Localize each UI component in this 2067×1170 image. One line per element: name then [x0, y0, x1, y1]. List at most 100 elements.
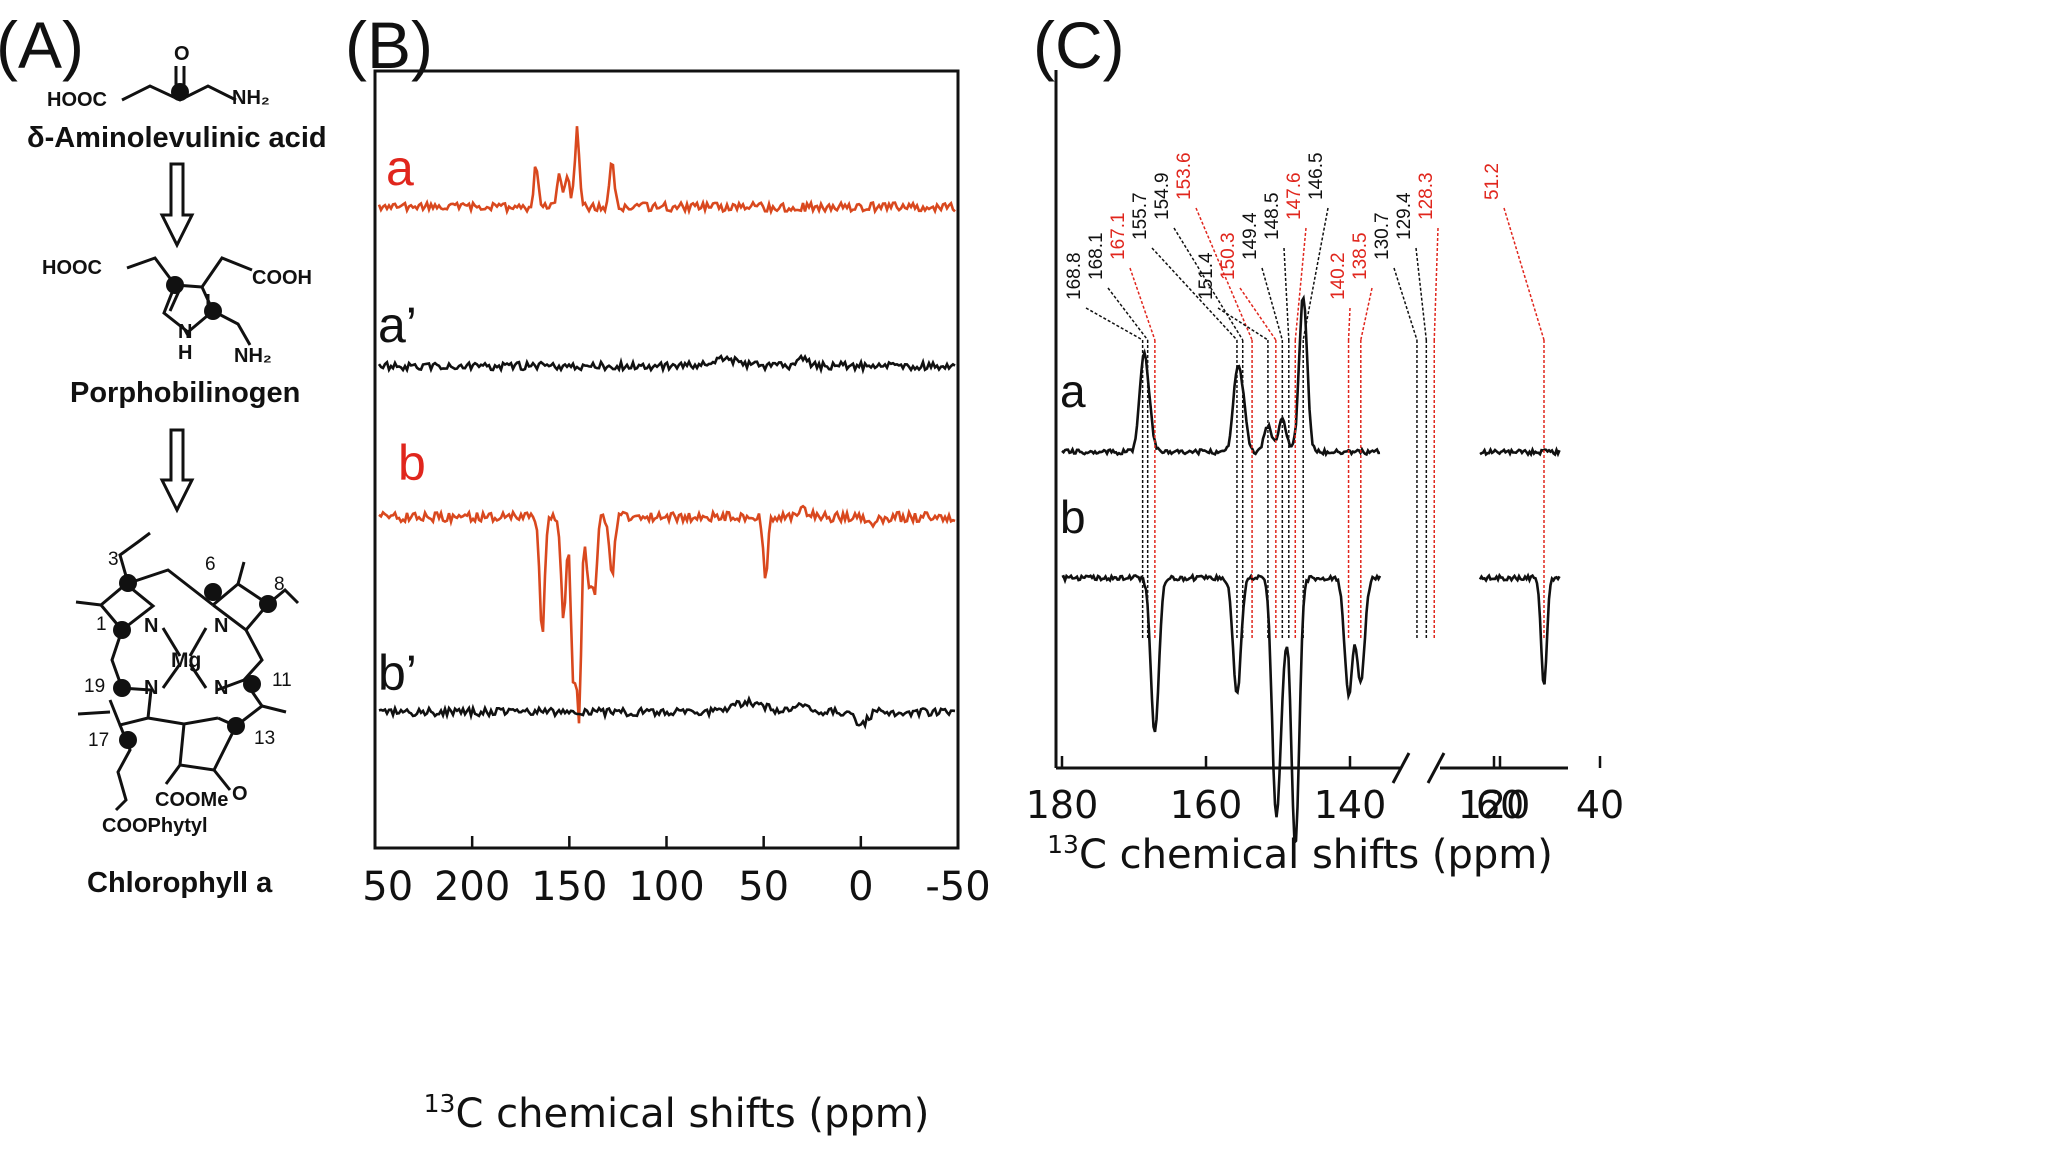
ala-nh2: NH₂	[232, 87, 270, 109]
spectrum-line-1	[377, 126, 956, 216]
pos-19: 19	[84, 676, 105, 697]
x-tick-label: 0	[848, 864, 873, 910]
peak-label: 128.3	[1416, 172, 1437, 220]
spectrum-line-a-1	[1061, 294, 1381, 458]
pos-1: 1	[96, 614, 107, 635]
peak-leader	[1217, 307, 1269, 341]
chl-n4: N	[214, 677, 228, 699]
pos-8: 8	[274, 574, 285, 595]
x-tick-label: 180	[1026, 783, 1099, 827]
molecule-scheme: HOOC O NH₂ δ-Aminolevulinic acid HOOC CO…	[0, 0, 360, 1170]
peak-leader	[1195, 207, 1253, 341]
peak-leader	[1347, 307, 1351, 341]
chl-n1: N	[144, 615, 158, 637]
pbg-h: H	[178, 342, 192, 364]
peak-label: 149.4	[1240, 212, 1261, 260]
x-tick-label: 60	[1476, 783, 1524, 827]
x-tick-label: -50	[925, 864, 990, 910]
peak-label: 155.7	[1130, 192, 1151, 240]
x-tick-label: 250	[360, 864, 413, 910]
x-tick-label: 50	[738, 864, 789, 910]
ala-hooc: HOOC	[47, 89, 107, 111]
peak-label: 129.4	[1394, 192, 1415, 240]
chart-b: 250 200 150 100 50 0 -50 13C chemical shifts (p…	[360, 0, 1020, 1170]
panel-label-b: (B)	[345, 8, 433, 82]
pbg-name: Porphobilinogen	[70, 377, 300, 409]
pbg-n: N	[178, 321, 192, 343]
peak-leader	[1239, 287, 1277, 341]
series-label-4: b’	[378, 645, 417, 701]
peak-leader	[1294, 227, 1307, 341]
peak-leader	[1151, 247, 1238, 341]
peak-leader	[1283, 247, 1290, 341]
spectrum-line-4	[378, 695, 956, 730]
chl-oxo: O	[232, 783, 248, 805]
ala-oxo: O	[174, 43, 190, 65]
spectrum-line-b-1	[1061, 572, 1382, 846]
peak-label: 140.2	[1328, 252, 1349, 300]
pbg-nh2: NH₂	[234, 345, 272, 367]
series-label-1: a	[386, 140, 414, 196]
pos-17: 17	[88, 730, 109, 751]
peak-leader	[1415, 247, 1428, 341]
panel-label-c: (C)	[1033, 8, 1125, 82]
peak-leader	[1107, 287, 1149, 341]
peak-leader	[1085, 307, 1144, 341]
chl-coome: COOMe	[155, 789, 228, 811]
pos-13: 13	[254, 728, 275, 749]
x-axis-label: 13C chemical shifts (ppm)	[1047, 830, 1553, 878]
peak-label: 151.4	[1196, 252, 1217, 300]
spectrum-line-3	[378, 504, 956, 724]
ala-name: δ-Aminolevulinic acid	[27, 122, 327, 154]
peak-label: 147.6	[1284, 172, 1305, 220]
chart-c: 180 160 140 120 60 40 13C chemical shifts (ppm…	[1020, 0, 2067, 1170]
chl-mg: Mg	[171, 649, 201, 672]
peak-label: 146.5	[1306, 152, 1327, 200]
peak-label: 154.9	[1152, 172, 1173, 220]
peak-label: 51.2	[1482, 163, 1503, 200]
peak-leader	[1129, 267, 1156, 341]
panel-label-a: (A)	[0, 8, 84, 82]
pbg-cooh: COOH	[252, 267, 312, 289]
peak-leader	[1261, 267, 1284, 341]
chl-coophytyl: COOPhytyl	[102, 815, 208, 837]
peak-leader	[1173, 227, 1244, 341]
peak-leader	[1360, 287, 1373, 341]
x-axis-label: 13C chemical shifts (ppm)	[424, 1089, 930, 1137]
chl-n2: N	[214, 615, 228, 637]
pos-11: 11	[272, 670, 292, 691]
x-tick-label: 160	[1170, 783, 1243, 827]
peak-label: 168.8	[1064, 252, 1085, 300]
x-tick-label: 150	[531, 864, 607, 910]
peak-leader	[1503, 207, 1545, 341]
peak-label: 153.6	[1174, 152, 1195, 200]
series-label-2: a’	[378, 297, 417, 353]
pbg-hooc: HOOC	[42, 257, 102, 279]
x-tick-label: 100	[628, 864, 704, 910]
x-tick-label: 40	[1576, 783, 1624, 827]
peak-label: 138.5	[1350, 232, 1371, 280]
x-tick-label: 200	[434, 864, 510, 910]
spectrum-line-a-2	[1479, 446, 1561, 458]
pos-3: 3	[108, 549, 119, 570]
peak-leader	[1433, 227, 1439, 341]
series-label-3: b	[398, 435, 426, 491]
chl-name: Chlorophyll a	[87, 867, 273, 899]
peak-label: 148.5	[1262, 192, 1283, 240]
peak-label: 167.1	[1108, 212, 1129, 260]
chl-n3: N	[144, 677, 158, 699]
plot-frame	[373, 69, 960, 850]
x-tick-label: 140	[1314, 783, 1387, 827]
axis-break-mark	[1391, 752, 1411, 784]
spectrum-line-b-2	[1478, 572, 1561, 685]
peak-label: 150.3	[1218, 232, 1239, 280]
series-label-a: a	[1060, 365, 1086, 417]
peak-label: 130.7	[1372, 212, 1393, 260]
series-label-b: b	[1060, 491, 1086, 543]
axis-break-mark	[1426, 752, 1446, 784]
pos-6: 6	[205, 554, 216, 575]
peak-leader	[1393, 267, 1418, 341]
x-tick-label: 120	[1458, 783, 1531, 827]
peak-leader	[1302, 207, 1329, 341]
peak-label: 168.1	[1086, 232, 1107, 280]
